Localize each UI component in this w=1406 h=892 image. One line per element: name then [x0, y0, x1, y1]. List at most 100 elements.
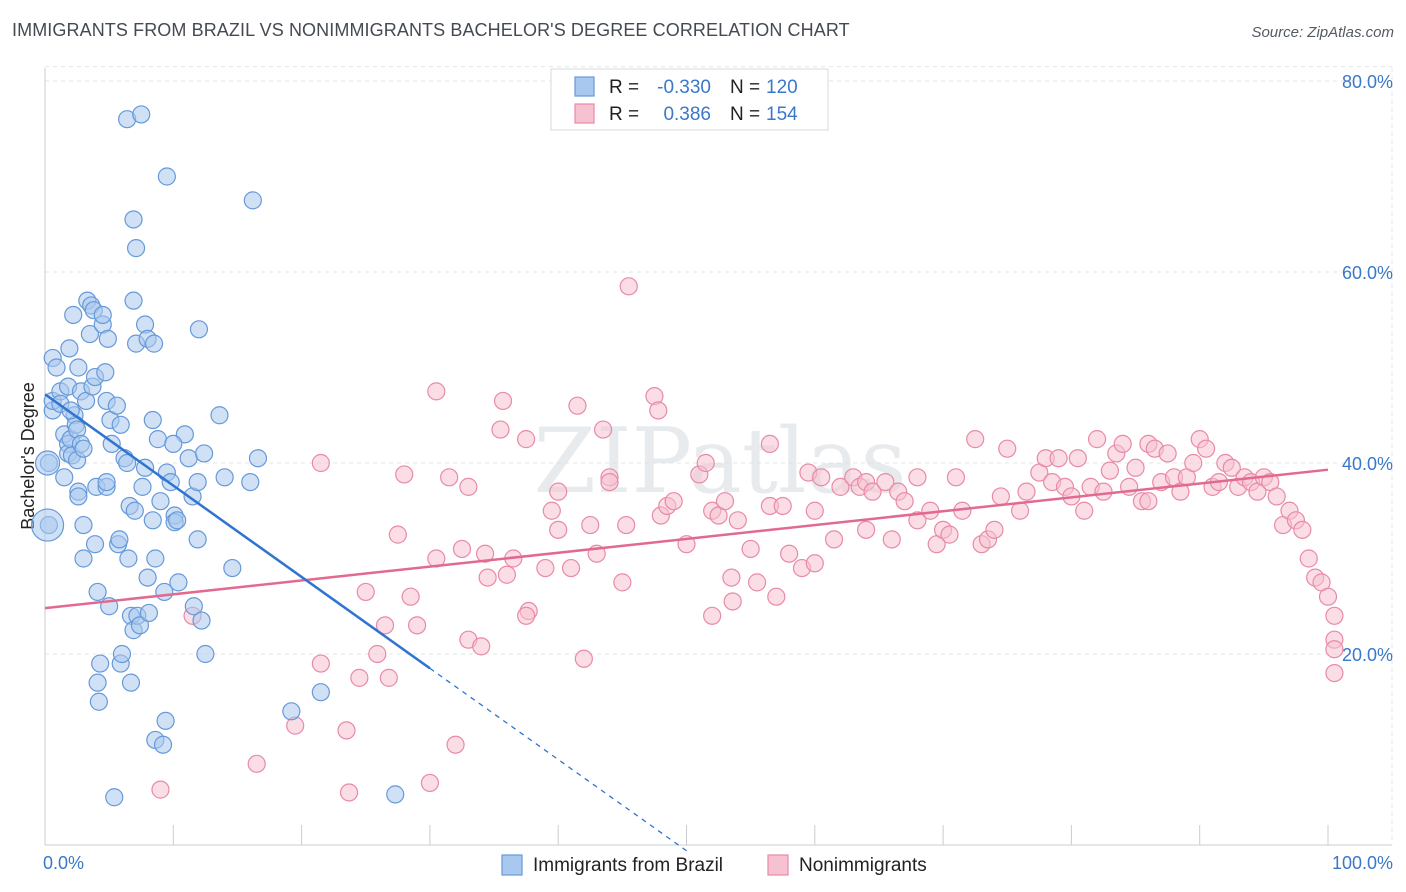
trend-lines	[44, 393, 1329, 852]
point-brazil	[91, 654, 110, 673]
point-nonimmigrants	[395, 465, 414, 484]
point-brazil	[196, 644, 215, 664]
point-nonimmigrants	[1325, 663, 1344, 683]
point-nonimmigrants	[427, 382, 446, 401]
point-nonimmigrants	[812, 468, 831, 487]
point-brazil	[105, 788, 124, 807]
point-brazil	[74, 439, 93, 458]
legend-n-label: N =	[730, 104, 760, 125]
point-brazil	[96, 363, 115, 382]
point-brazil	[169, 573, 188, 592]
point-brazil	[98, 329, 117, 348]
point-brazil	[64, 305, 83, 325]
point-brazil	[74, 549, 93, 568]
point-nonimmigrants	[703, 606, 722, 625]
series-brazil-points	[30, 105, 405, 807]
point-nonimmigrants	[151, 780, 170, 799]
point-nonimmigrants	[998, 439, 1017, 458]
point-nonimmigrants	[542, 501, 561, 520]
point-nonimmigrants	[722, 568, 741, 587]
point-brazil	[126, 239, 146, 258]
point-nonimmigrants	[1075, 501, 1094, 520]
legend-swatch-brazil	[574, 76, 595, 97]
legend-swatch-nonimmigrants	[767, 854, 789, 876]
point-nonimmigrants	[1087, 430, 1107, 449]
point-brazil	[243, 191, 262, 210]
legend-box	[550, 68, 829, 131]
point-brazil	[194, 444, 214, 463]
point-brazil	[121, 673, 141, 692]
point-nonimmigrants	[696, 453, 715, 473]
point-brazil	[143, 410, 162, 430]
point-brazil	[93, 305, 112, 325]
point-brazil	[248, 449, 268, 468]
legend-r-value: -0.330	[657, 77, 711, 98]
point-nonimmigrants	[760, 434, 779, 453]
point-nonimmigrants	[517, 430, 536, 449]
point-brazil	[156, 711, 175, 730]
point-nonimmigrants	[337, 721, 356, 740]
legend-r-value: 0.386	[663, 104, 711, 125]
point-brazil	[130, 616, 150, 635]
chart-title: IMMIGRANTS FROM BRAZIL VS NONIMMIGRANTS …	[12, 20, 850, 40]
point-nonimmigrants	[1113, 434, 1132, 453]
point-nonimmigrants	[805, 554, 824, 573]
legend-swatch-nonimmigrants	[574, 103, 595, 124]
point-brazil	[55, 468, 74, 487]
point-brazil	[88, 582, 107, 602]
point-nonimmigrants	[1325, 640, 1344, 659]
point-nonimmigrants	[574, 649, 593, 668]
y-tick-label: 60.0%	[1342, 263, 1393, 283]
legend-n-value: 154	[766, 104, 798, 125]
point-nonimmigrants	[1094, 482, 1113, 501]
point-nonimmigrants	[491, 420, 510, 439]
point-brazil	[60, 339, 79, 358]
point-brazil	[189, 320, 209, 339]
y-axis-label: Bachelor's Degree	[18, 382, 38, 530]
point-nonimmigrants	[446, 735, 465, 754]
x-tick-label-min: 0.0%	[43, 853, 84, 873]
gridlines	[45, 66, 1393, 845]
legend-label-nonimmigrants: Nonimmigrants	[799, 855, 927, 876]
point-nonimmigrants	[407, 616, 427, 635]
point-nonimmigrants	[536, 558, 555, 578]
point-nonimmigrants	[1100, 461, 1119, 480]
point-nonimmigrants	[773, 496, 792, 516]
point-nonimmigrants	[475, 544, 495, 563]
point-nonimmigrants	[1139, 492, 1158, 511]
point-nonimmigrants	[1197, 439, 1216, 458]
point-brazil	[241, 473, 260, 492]
point-nonimmigrants	[728, 511, 747, 530]
point-brazil	[151, 492, 170, 511]
source-label: Source: ZipAtlas.com	[1251, 24, 1394, 41]
point-brazil	[74, 515, 93, 535]
point-nonimmigrants	[493, 391, 513, 411]
point-nonimmigrants	[1267, 487, 1286, 506]
point-nonimmigrants	[946, 468, 966, 487]
point-nonimmigrants	[664, 492, 683, 511]
point-nonimmigrants	[401, 587, 420, 606]
legend-stats: R = -0.330 N = 120 R = 0.386 N = 154	[550, 68, 829, 131]
point-nonimmigrants	[247, 754, 266, 773]
y-tick-label: 20.0%	[1342, 645, 1393, 665]
point-nonimmigrants	[568, 396, 587, 415]
point-nonimmigrants	[478, 568, 497, 587]
point-nonimmigrants	[339, 783, 359, 802]
point-nonimmigrants	[375, 616, 395, 635]
legend-r-label: R =	[609, 77, 639, 98]
point-brazil	[119, 549, 138, 568]
point-nonimmigrants	[452, 539, 472, 559]
point-nonimmigrants	[831, 477, 850, 496]
point-nonimmigrants	[908, 468, 927, 487]
point-nonimmigrants	[388, 525, 407, 544]
point-brazil	[85, 535, 105, 554]
point-nonimmigrants	[356, 582, 375, 602]
legend-n-label: N =	[730, 77, 760, 98]
point-brazil	[133, 477, 152, 496]
trend-line-brazil-extension	[429, 667, 687, 852]
point-nonimmigrants	[824, 530, 844, 549]
point-brazil	[144, 334, 164, 353]
point-nonimmigrants	[1184, 453, 1203, 473]
point-nonimmigrants	[311, 453, 330, 473]
